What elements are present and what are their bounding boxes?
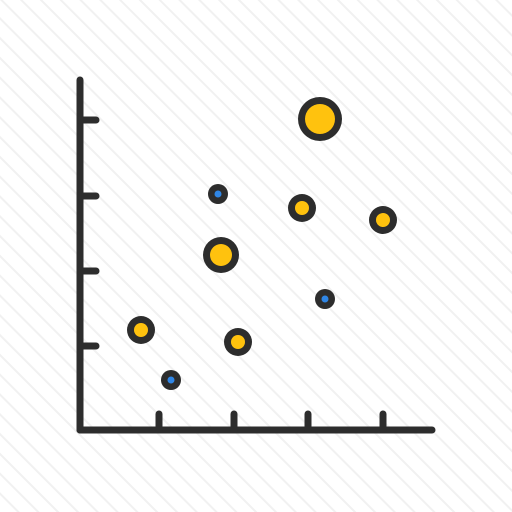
bubble: [127, 316, 155, 344]
bubble-fill: [134, 323, 148, 337]
bubble-fill: [295, 201, 309, 215]
bubble: [208, 184, 228, 204]
bubble-fill: [168, 377, 175, 384]
bubble: [298, 97, 342, 141]
bubble-fill: [376, 213, 390, 227]
bubble: [288, 194, 316, 222]
bubble-fill: [215, 191, 222, 198]
bubble-fill: [210, 244, 232, 266]
bubble: [203, 237, 239, 273]
bubble: [369, 206, 397, 234]
bubble: [315, 289, 335, 309]
bubble-fill: [231, 335, 245, 349]
bubble-fill: [322, 296, 329, 303]
bubble: [224, 328, 252, 356]
bubble-fill: [305, 104, 335, 134]
bubble: [161, 370, 181, 390]
